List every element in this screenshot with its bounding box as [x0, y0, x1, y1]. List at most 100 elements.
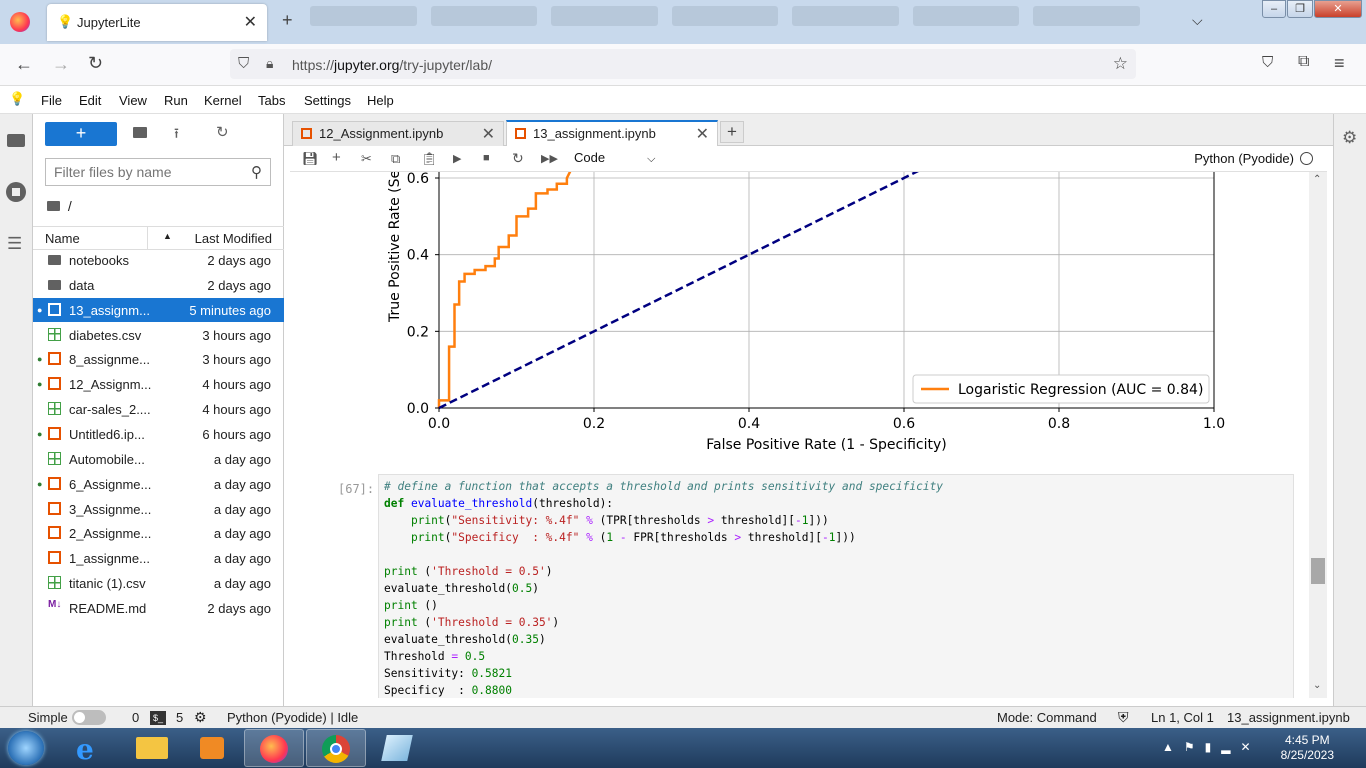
chevron-down-icon[interactable]: ⌵	[1192, 12, 1203, 28]
trust-shield-icon[interactable]: ⛨	[1118, 709, 1129, 725]
window-close-icon[interactable]: ✕	[1314, 0, 1362, 18]
code-cell[interactable]: # define a function that accepts a thres…	[378, 474, 1294, 698]
extensions-icon[interactable]: ⧉	[1298, 53, 1310, 70]
column-header-name[interactable]: Name	[45, 231, 80, 246]
tray-icons[interactable]: ▲⚑▮▂✕	[1162, 740, 1261, 754]
url-bar[interactable]: ⛉ 🔒︎ https://jupyter.org/try-jupyter/lab…	[230, 49, 1136, 79]
breadcrumb[interactable]: /	[47, 198, 72, 214]
lock-icon[interactable]: 🔒︎	[266, 55, 274, 71]
menu-tabs[interactable]: Tabs	[258, 93, 286, 108]
new-tab-button[interactable]: +	[720, 121, 744, 143]
spreadsheet-icon	[48, 327, 61, 341]
menu-view[interactable]: View	[119, 93, 147, 108]
save-icon[interactable]: 💾︎	[302, 151, 319, 166]
file-list-item[interactable]: ● 6_Assignme... a day ago	[33, 472, 284, 497]
windows-start-icon[interactable]	[8, 731, 44, 765]
restart-run-all-icon[interactable]: ▶▶	[541, 153, 558, 165]
close-tab-icon[interactable]: ✕	[695, 126, 709, 143]
file-list-item[interactable]: ● Untitled6.ip... 6 hours ago	[33, 422, 284, 447]
file-filter-input[interactable]	[46, 159, 236, 185]
shield-icon[interactable]: ⛉	[238, 55, 250, 72]
menu-settings[interactable]: Settings	[304, 93, 351, 108]
menu-file[interactable]: File	[41, 93, 62, 108]
forward-icon[interactable]: →	[52, 54, 70, 74]
menu-run[interactable]: Run	[164, 93, 188, 108]
menu-kernel[interactable]: Kernel	[204, 93, 242, 108]
taskbar-clock[interactable]: 4:45 PM 8/25/2023	[1281, 733, 1334, 763]
file-explorer-icon[interactable]	[122, 729, 182, 767]
new-launcher-button[interactable]: +	[45, 122, 117, 146]
cursor-position[interactable]: Ln 1, Col 1	[1151, 710, 1214, 725]
new-folder-icon[interactable]	[133, 127, 147, 138]
folder-icon[interactable]	[7, 134, 25, 147]
file-modified: 5 minutes ago	[189, 302, 271, 318]
kernel-indicator[interactable]: Python (Pyodide)	[1194, 151, 1313, 166]
file-list-item[interactable]: data 2 days ago	[33, 273, 284, 298]
notebook-icon	[48, 377, 61, 391]
pocket-icon[interactable]: ⛉	[1262, 54, 1274, 71]
scroll-down-icon[interactable]: ⌄	[1313, 680, 1322, 691]
internet-explorer-icon[interactable]: e	[76, 733, 94, 766]
upload-icon[interactable]: ⭱	[174, 125, 179, 141]
refresh-icon[interactable]: ↻	[216, 124, 229, 141]
simple-mode-toggle[interactable]	[72, 710, 106, 725]
file-filter-field[interactable]: ⚲	[45, 158, 271, 186]
scrollbar-thumb[interactable]	[1311, 558, 1325, 584]
file-list-item[interactable]: Automobile... a day ago	[33, 447, 284, 472]
browser-tab-jupyterlite[interactable]: 💡 JupyterLite ✕	[47, 4, 267, 41]
file-name: 12_Assignm...	[69, 377, 152, 393]
notepad-taskbar-icon[interactable]	[368, 729, 428, 767]
column-header-last-modified[interactable]: Last Modified	[194, 231, 272, 246]
stop-kernel-icon[interactable]: ■	[483, 152, 490, 164]
file-list-item[interactable]: ● 8_assignme... 3 hours ago	[33, 347, 284, 372]
file-list-item[interactable]: ● 13_assignm... 5 minutes ago	[33, 297, 284, 323]
close-tab-icon[interactable]: ✕	[481, 126, 495, 143]
table-of-contents-icon[interactable]: ☰	[7, 234, 23, 253]
file-list-item[interactable]: 2_Assignme... a day ago	[33, 521, 284, 546]
kernel-count[interactable]: 5	[176, 710, 184, 725]
file-list-item[interactable]: titanic (1).csv a day ago	[33, 571, 284, 596]
file-list-item[interactable]: M↓ README.md 2 days ago	[33, 596, 284, 621]
menu-help[interactable]: Help	[367, 93, 394, 108]
close-tab-icon[interactable]: ✕	[243, 14, 257, 31]
media-player-icon[interactable]	[182, 729, 242, 767]
maximize-icon[interactable]: ❐	[1287, 0, 1313, 18]
tab-12-assignment[interactable]: 12_Assignment.ipynb ✕	[292, 121, 504, 146]
file-list-item[interactable]: car-sales_2.... 4 hours ago	[33, 397, 284, 422]
cell-type-select[interactable]: Code ⌵	[574, 150, 655, 166]
terminal-count[interactable]: 0	[132, 710, 140, 725]
paste-icon[interactable]: 📋︎	[421, 151, 438, 166]
minimize-icon[interactable]: –	[1262, 0, 1286, 18]
hamburger-menu-icon[interactable]: ≡	[1334, 53, 1345, 73]
restart-kernel-icon[interactable]: ↻	[512, 150, 524, 166]
property-inspector-gear-icon[interactable]: ⚙	[1342, 128, 1358, 147]
new-tab-icon[interactable]: +	[282, 10, 293, 30]
breadcrumb-root[interactable]: /	[67, 198, 72, 214]
cut-icon[interactable]: ✂	[361, 151, 372, 166]
bookmark-star-icon[interactable]: ☆	[1112, 54, 1128, 73]
firefox-icon[interactable]	[10, 12, 30, 32]
tab-13-assignment[interactable]: 13_assignment.ipynb ✕	[506, 120, 718, 146]
insert-cell-icon[interactable]: +	[332, 149, 341, 166]
notebook-scrollbar[interactable]: ⌃ ⌄	[1309, 172, 1327, 698]
file-list-item[interactable]: 3_Assignme... a day ago	[33, 497, 284, 522]
spreadsheet-icon	[48, 402, 61, 416]
file-list-item[interactable]: ● 12_Assignm... 4 hours ago	[33, 372, 284, 397]
folder-icon	[48, 279, 61, 290]
reload-icon[interactable]: ↻	[88, 53, 104, 73]
file-list-item[interactable]: 1_assignme... a day ago	[33, 546, 284, 571]
file-list-item[interactable]: diabetes.csv 3 hours ago	[33, 323, 284, 348]
x-tick-label: 0.6	[893, 416, 915, 432]
run-cell-icon[interactable]: ▶	[453, 153, 462, 165]
sort-caret-up-icon[interactable]: ▲	[163, 231, 172, 241]
scroll-up-icon[interactable]: ⌃	[1313, 174, 1322, 185]
firefox-taskbar-icon[interactable]	[244, 729, 304, 767]
menu-edit[interactable]: Edit	[79, 93, 102, 108]
copy-icon[interactable]: ⧉	[391, 151, 401, 166]
file-list-item[interactable]: notebooks 2 days ago	[33, 248, 284, 273]
file-modified: 3 hours ago	[202, 352, 271, 368]
back-icon[interactable]: ←	[15, 54, 33, 74]
kernel-status[interactable]: Python (Pyodide) | Idle	[227, 710, 359, 725]
running-kernels-icon[interactable]	[6, 182, 26, 202]
chrome-taskbar-icon[interactable]	[306, 729, 366, 767]
